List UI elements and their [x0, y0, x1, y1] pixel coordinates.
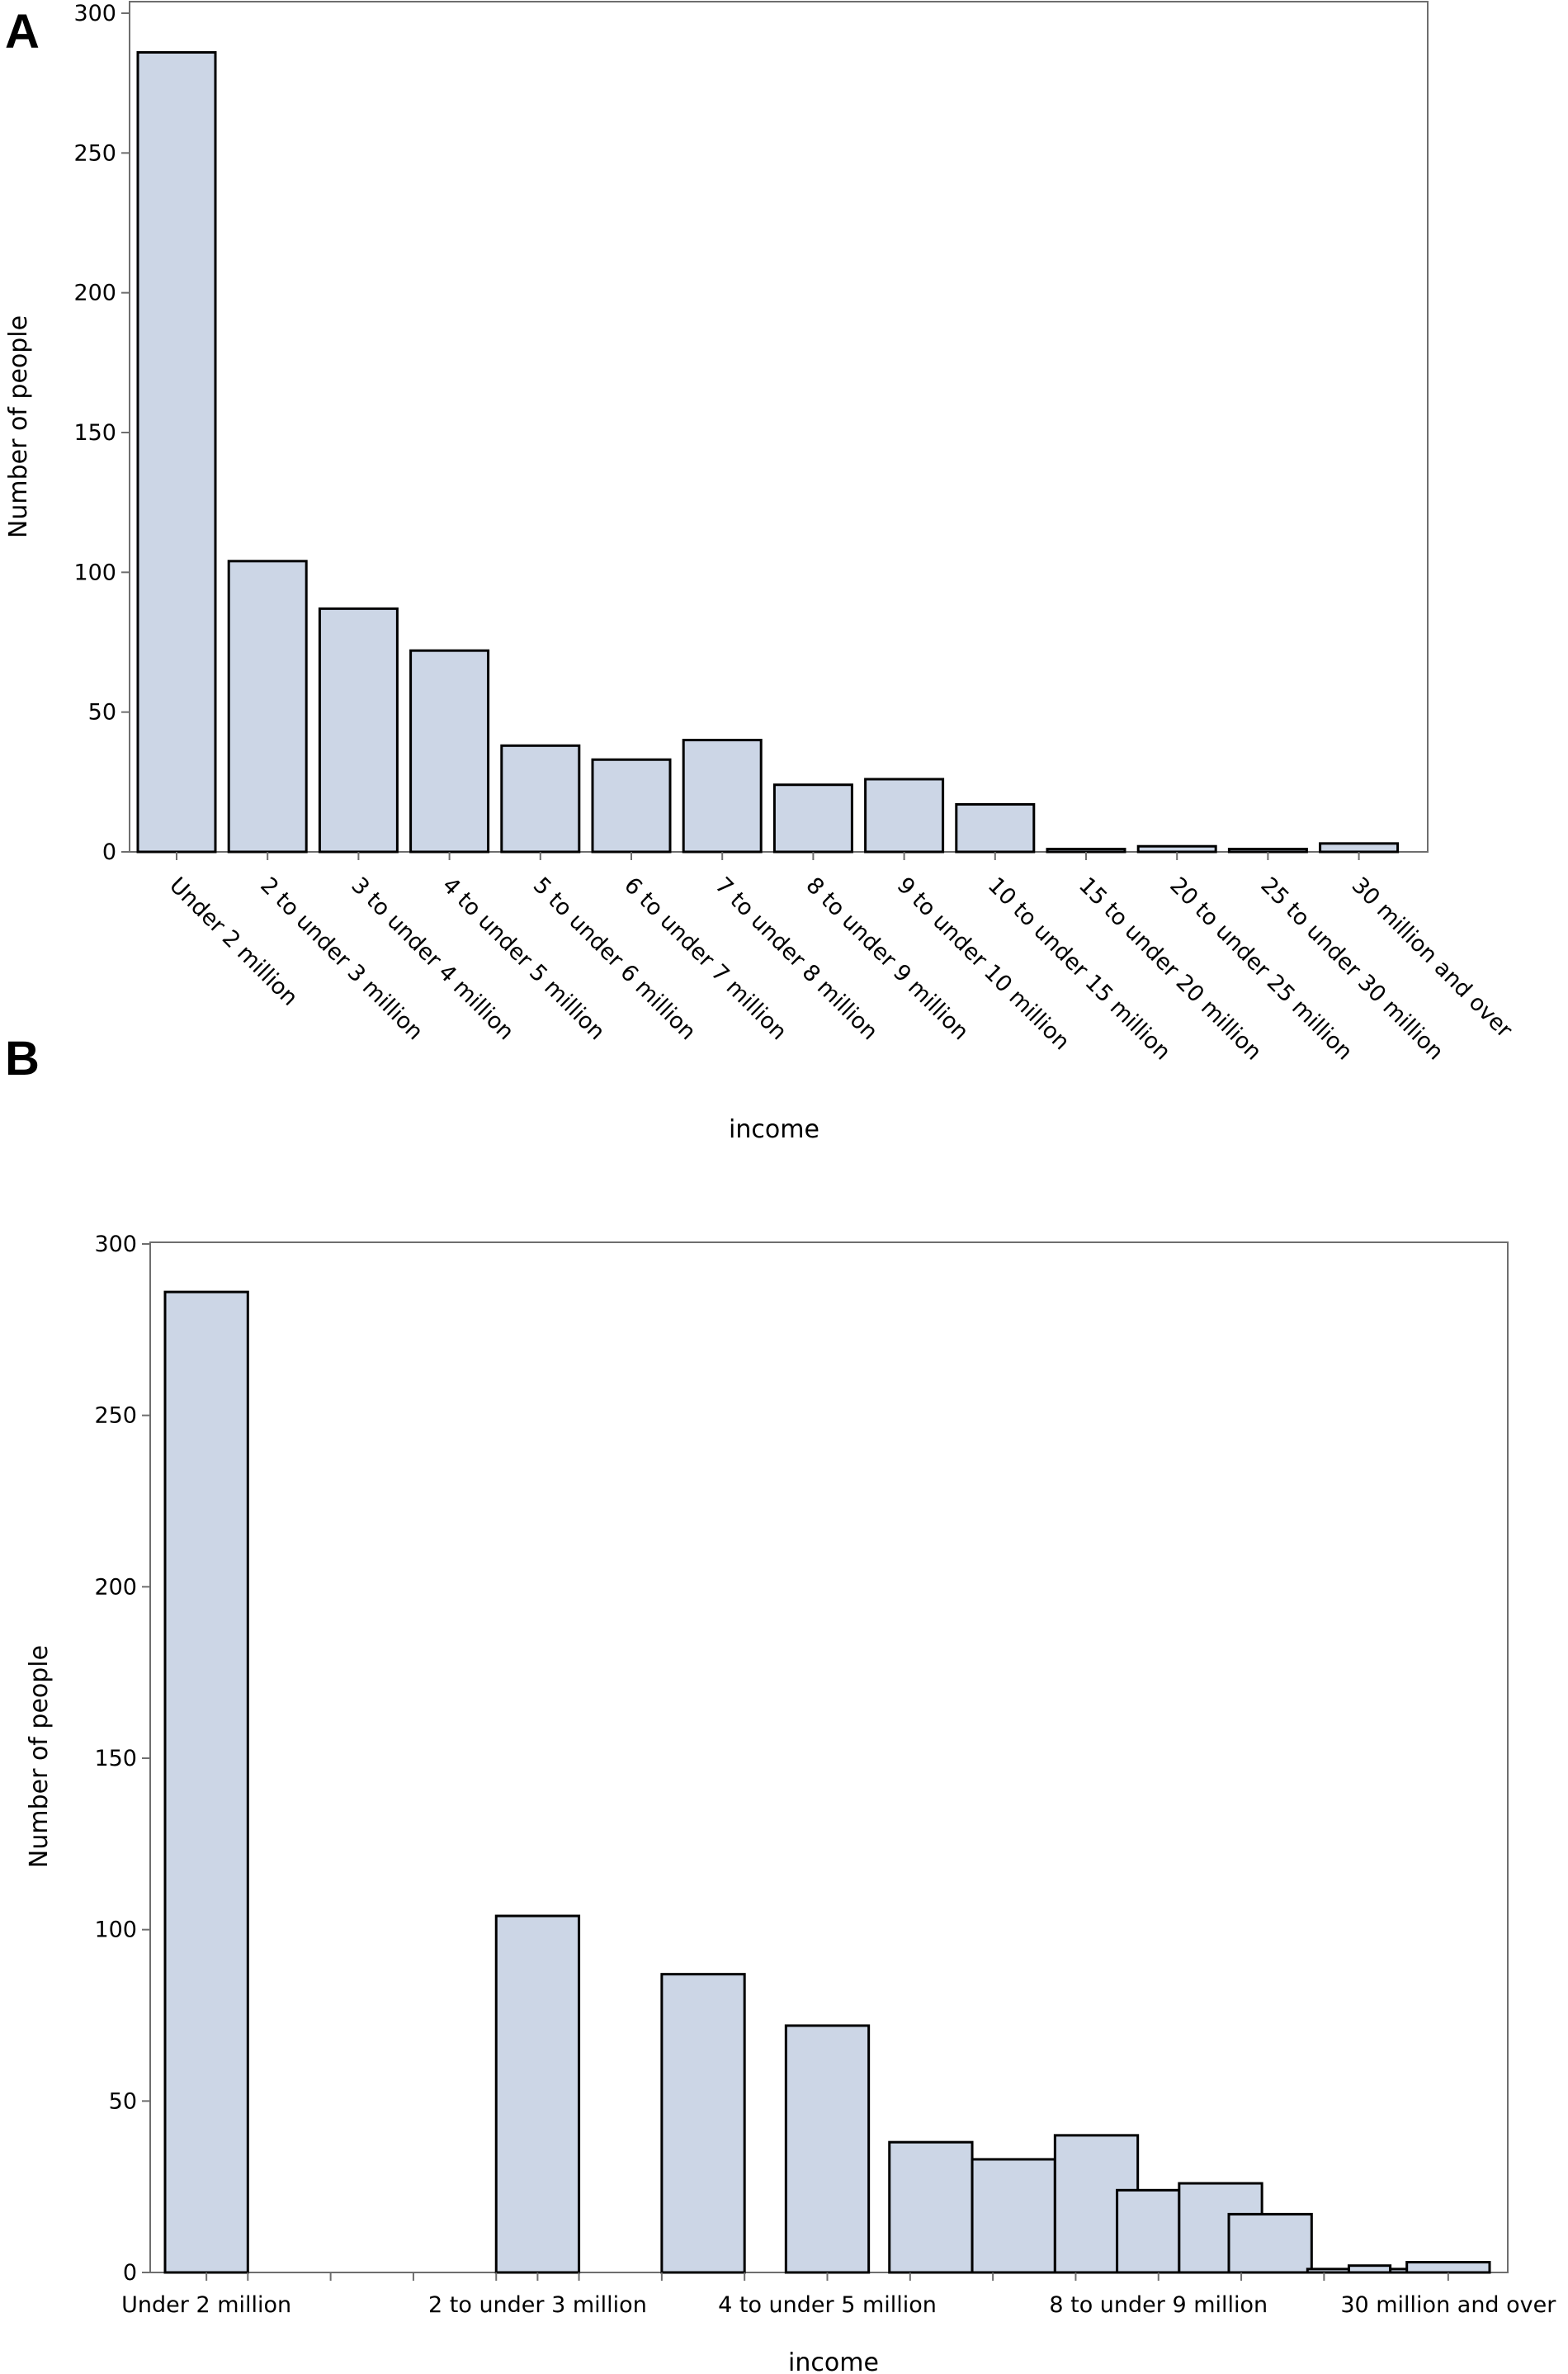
bar-b [494, 1914, 581, 2274]
bar-b [1405, 2261, 1491, 2274]
bar-a [772, 783, 853, 854]
y-tick-label-a: 150 [73, 420, 116, 446]
x-axis-title-b: income [788, 2348, 879, 2374]
bar-a [682, 739, 763, 854]
x-tick-label-a: 6 to under 7 million [619, 873, 791, 1045]
bar-a [1227, 848, 1308, 854]
y-tick-label-a: 300 [73, 1, 116, 26]
bars-a [136, 50, 1400, 854]
y-tick-label-b: 300 [94, 1232, 137, 1257]
x-tick-label-a: 2 to under 3 million [255, 873, 427, 1045]
bar-b [888, 2140, 974, 2274]
bar-a [1319, 842, 1400, 854]
bar-a [500, 744, 581, 854]
x-tick-label-b: 30 million and over [1340, 2292, 1556, 2318]
bar-a [864, 778, 945, 854]
bar-b [971, 2158, 1056, 2274]
y-axis-a: 0 50 100 150 200 250 300 [73, 1, 130, 865]
y-tick-label-b: 0 [123, 2260, 137, 2286]
bar-a [1046, 848, 1126, 854]
y-tick-label-a: 50 [88, 700, 116, 726]
x-tick-label-a: 8 to under 9 million [801, 873, 973, 1045]
bar-b [1116, 2188, 1181, 2274]
bar-b [1347, 2264, 1392, 2274]
x-tick-label-a: 30 million and over [1347, 873, 1518, 1043]
bar-a [591, 758, 672, 854]
y-axis-b: 0 50 100 150 200 250 300 [94, 1232, 150, 2286]
y-tick-label-b: 250 [94, 1403, 137, 1429]
bar-b [784, 2024, 871, 2274]
x-tick-label-a: 5 to under 6 million [528, 873, 701, 1045]
y-tick-label-b: 150 [94, 1746, 137, 1771]
x-tick-label-b: 2 to under 3 million [428, 2292, 647, 2318]
y-tick-label-b: 50 [109, 2088, 137, 2114]
y-tick-label-b: 200 [94, 1574, 137, 1600]
bar-a [227, 560, 308, 854]
bar-b [163, 1290, 249, 2274]
x-tick-label-a: 9 to under 10 million [892, 873, 1074, 1055]
y-tick-label-b: 100 [94, 1918, 137, 1943]
bar-b [1227, 2212, 1313, 2274]
x-tick-label-a: 25 to under 30 million [1255, 873, 1448, 1065]
x-tick-label-a: 15 to under 20 million [1074, 873, 1266, 1065]
y-axis-title-b: Number of people [25, 1645, 54, 1868]
x-axis-title-a: income [729, 1115, 819, 1144]
y-tick-label-a: 0 [102, 839, 116, 865]
bar-b [1306, 2268, 1350, 2274]
bar-a [1136, 844, 1217, 854]
x-tick-label-b: 4 to under 5 million [718, 2292, 937, 2318]
y-tick-label-a: 250 [73, 140, 116, 166]
x-tick-label-b: Under 2 million [121, 2292, 291, 2318]
x-tick-label-a: 7 to under 8 million [710, 873, 882, 1045]
bar-a [318, 607, 399, 854]
y-tick-label-a: 200 [73, 281, 116, 306]
panel-label-b: B [5, 1032, 40, 1085]
bar-a [955, 802, 1036, 854]
x-tick-label-a: 20 to under 25 million [1164, 873, 1357, 1065]
x-tick-label-a: 4 to under 5 million [437, 873, 610, 1045]
bars-b [163, 1290, 1491, 2274]
x-tick-label-a: 10 to under 15 million [983, 873, 1175, 1065]
x-axis-b: Under 2 million 2 to under 3 million 4 to … [121, 2272, 1556, 2318]
bar-a [409, 649, 490, 854]
bar-b [660, 1973, 746, 2274]
y-tick-label-a: 100 [73, 560, 116, 585]
panel-label-a: A [5, 5, 40, 59]
bar-a [136, 50, 217, 854]
x-tick-label-b: 8 to under 9 million [1049, 2292, 1268, 2318]
y-axis-title-a: Number of people [4, 315, 33, 538]
chart-panel-b: B 0 50 100 150 200 250 300 Under 2 million 2 to… [5, 1032, 1556, 2374]
x-tick-label-a: 3 to under 4 million [346, 873, 518, 1045]
